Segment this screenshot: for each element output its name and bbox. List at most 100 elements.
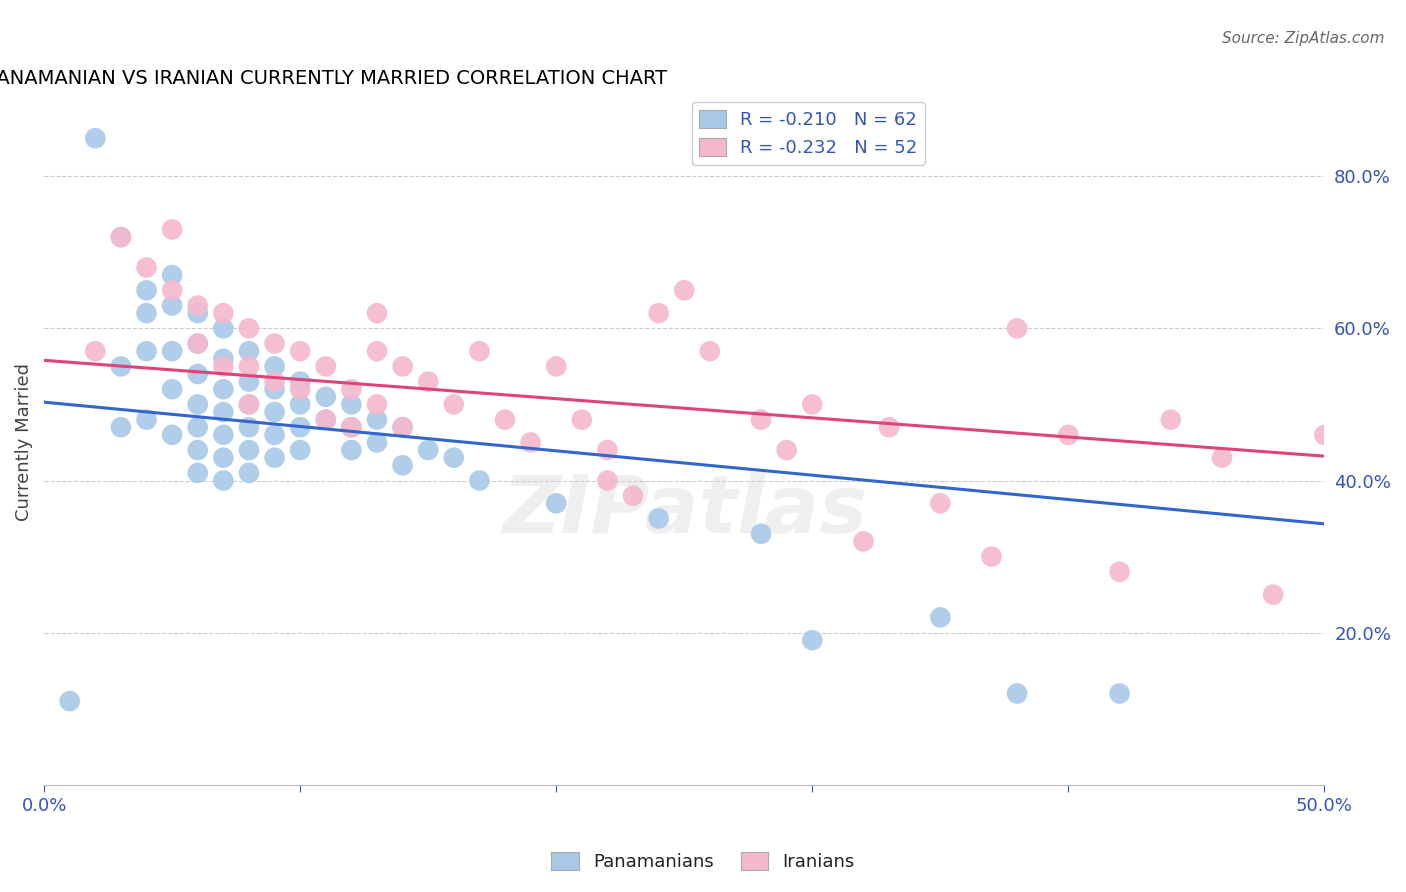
Point — [288, 344, 311, 359]
Point — [288, 375, 311, 389]
Point — [160, 268, 183, 282]
Point — [288, 443, 311, 458]
Point — [699, 344, 721, 359]
Point — [391, 458, 413, 473]
Point — [315, 390, 337, 404]
Point — [929, 496, 952, 510]
Point — [546, 359, 568, 374]
Point — [315, 412, 337, 426]
Point — [443, 397, 465, 411]
Point — [877, 420, 900, 434]
Point — [160, 382, 183, 396]
Point — [263, 375, 285, 389]
Point — [238, 321, 260, 335]
Point — [110, 420, 132, 434]
Point — [160, 283, 183, 297]
Point — [647, 306, 669, 320]
Text: PANAMANIAN VS IRANIAN CURRENTLY MARRIED CORRELATION CHART: PANAMANIAN VS IRANIAN CURRENTLY MARRIED … — [0, 69, 668, 87]
Point — [647, 511, 669, 525]
Point — [1108, 565, 1130, 579]
Point — [1211, 450, 1233, 465]
Point — [288, 397, 311, 411]
Point — [135, 283, 157, 297]
Legend: R = -0.210   N = 62, R = -0.232   N = 52: R = -0.210 N = 62, R = -0.232 N = 52 — [692, 103, 925, 164]
Point — [160, 344, 183, 359]
Point — [366, 412, 388, 426]
Point — [391, 420, 413, 434]
Point — [852, 534, 875, 549]
Point — [340, 443, 363, 458]
Point — [315, 412, 337, 426]
Point — [187, 367, 209, 381]
Point — [238, 344, 260, 359]
Point — [801, 397, 824, 411]
Point — [187, 466, 209, 480]
Point — [238, 443, 260, 458]
Point — [263, 450, 285, 465]
Point — [187, 420, 209, 434]
Point — [366, 306, 388, 320]
Point — [621, 489, 644, 503]
Point — [238, 397, 260, 411]
Point — [1057, 428, 1080, 442]
Point — [418, 375, 440, 389]
Point — [929, 610, 952, 624]
Point — [1108, 686, 1130, 700]
Point — [187, 443, 209, 458]
Point — [263, 405, 285, 419]
Point — [571, 412, 593, 426]
Point — [238, 397, 260, 411]
Point — [366, 435, 388, 450]
Point — [212, 450, 235, 465]
Point — [212, 428, 235, 442]
Point — [212, 474, 235, 488]
Point — [546, 496, 568, 510]
Point — [596, 443, 619, 458]
Point — [238, 359, 260, 374]
Point — [263, 428, 285, 442]
Point — [212, 306, 235, 320]
Point — [84, 344, 107, 359]
Point — [135, 306, 157, 320]
Point — [673, 283, 696, 297]
Point — [160, 428, 183, 442]
Point — [340, 397, 363, 411]
Point — [187, 336, 209, 351]
Point — [238, 375, 260, 389]
Point — [1160, 412, 1182, 426]
Point — [187, 397, 209, 411]
Point — [443, 450, 465, 465]
Point — [238, 466, 260, 480]
Point — [418, 443, 440, 458]
Point — [776, 443, 799, 458]
Point — [340, 382, 363, 396]
Point — [468, 344, 491, 359]
Point — [749, 412, 772, 426]
Point — [212, 382, 235, 396]
Text: ZIPatlas: ZIPatlas — [502, 472, 866, 550]
Point — [212, 359, 235, 374]
Point — [288, 420, 311, 434]
Point — [315, 359, 337, 374]
Point — [468, 474, 491, 488]
Point — [187, 306, 209, 320]
Point — [366, 344, 388, 359]
Point — [110, 359, 132, 374]
Point — [340, 420, 363, 434]
Point — [519, 435, 541, 450]
Point — [801, 633, 824, 648]
Point — [391, 420, 413, 434]
Point — [84, 131, 107, 145]
Point — [340, 420, 363, 434]
Point — [110, 230, 132, 244]
Point — [160, 299, 183, 313]
Y-axis label: Currently Married: Currently Married — [15, 363, 32, 522]
Point — [1005, 686, 1028, 700]
Point — [110, 230, 132, 244]
Point — [212, 321, 235, 335]
Point — [596, 474, 619, 488]
Point — [187, 336, 209, 351]
Point — [59, 694, 82, 708]
Point — [263, 359, 285, 374]
Point — [212, 351, 235, 366]
